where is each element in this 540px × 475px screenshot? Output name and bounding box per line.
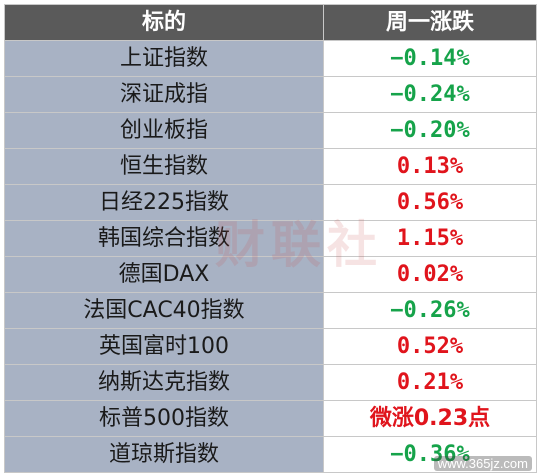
index-name: 纳斯达克指数 — [4, 364, 324, 401]
table-row: 创业板指 −0.20% — [4, 112, 537, 149]
index-name: 韩国综合指数 — [4, 220, 324, 257]
index-change: 0.21% — [323, 364, 537, 401]
index-name: 英国富时100 — [4, 328, 324, 365]
index-name: 法国CAC40指数 — [4, 292, 324, 329]
index-name: 上证指数 — [4, 40, 324, 77]
table-body: 上证指数 −0.14% 深证成指 −0.24% 创业板指 −0.20% 恒生指数 0.13% 日… — [4, 40, 537, 473]
table-row: 德国DAX 0.02% — [4, 256, 537, 293]
table-row: 日经225指数 0.56% — [4, 184, 537, 221]
index-name: 德国DAX — [4, 256, 324, 293]
site-watermark: www.365jz.com — [433, 456, 532, 471]
table-row: 标普500指数 微涨0.23点 — [4, 400, 537, 437]
index-change: 微涨0.23点 — [323, 400, 537, 437]
market-table: 标的 周一涨跌 上证指数 −0.14% 深证成指 −0.24% 创业板指 −0.20% 恒生… — [4, 4, 537, 473]
header-change: 周一涨跌 — [323, 4, 537, 41]
index-change: −0.14% — [323, 40, 537, 77]
index-name: 恒生指数 — [4, 148, 324, 185]
index-change: −0.26% — [323, 292, 537, 329]
index-change: 0.13% — [323, 148, 537, 185]
table-row: 恒生指数 0.13% — [4, 148, 537, 185]
index-change: −0.24% — [323, 76, 537, 113]
table-row: 深证成指 −0.24% — [4, 76, 537, 113]
table-header-row: 标的 周一涨跌 — [4, 4, 537, 41]
table-row: 法国CAC40指数 −0.26% — [4, 292, 537, 329]
header-name: 标的 — [4, 4, 324, 41]
index-change: −0.36% — [323, 436, 537, 473]
index-change: 0.52% — [323, 328, 537, 365]
index-change: 0.56% — [323, 184, 537, 221]
table-row: 上证指数 −0.14% — [4, 40, 537, 77]
index-name: 标普500指数 — [4, 400, 324, 437]
table-row: 纳斯达克指数 0.21% — [4, 364, 537, 401]
table-row: 道琼斯指数 −0.36% — [4, 436, 537, 473]
index-change: 1.15% — [323, 220, 537, 257]
index-change: −0.20% — [323, 112, 537, 149]
index-name: 深证成指 — [4, 76, 324, 113]
table-row: 韩国综合指数 1.15% — [4, 220, 537, 257]
index-name: 创业板指 — [4, 112, 324, 149]
table-row: 英国富时100 0.52% — [4, 328, 537, 365]
index-name: 道琼斯指数 — [4, 436, 324, 473]
index-change: 0.02% — [323, 256, 537, 293]
index-name: 日经225指数 — [4, 184, 324, 221]
